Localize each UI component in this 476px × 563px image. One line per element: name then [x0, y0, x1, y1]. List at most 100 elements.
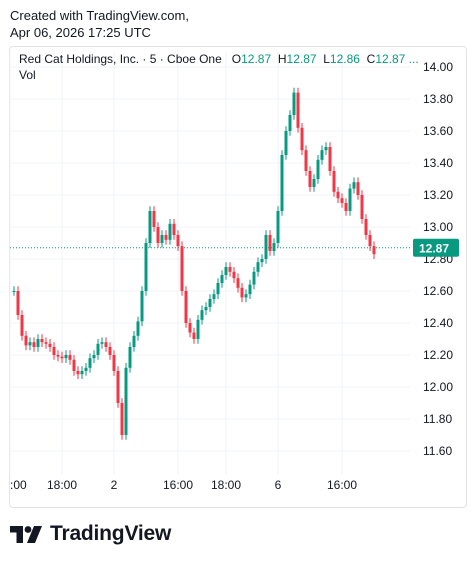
candle-body — [308, 171, 312, 187]
tradingview-logo-icon — [10, 526, 42, 543]
y-tick-label: 13.80 — [423, 92, 453, 106]
candle-body — [176, 235, 180, 247]
candle-body — [44, 342, 48, 344]
x-tick-label: 18:00 — [47, 478, 77, 492]
candle-body — [160, 235, 164, 243]
y-tick-label: 13.20 — [423, 188, 453, 202]
candle-body — [48, 343, 52, 347]
created-with-text: Created with TradingView.com, — [10, 8, 189, 23]
candle-body — [124, 367, 128, 435]
candle-body — [312, 179, 316, 187]
candle-body — [92, 355, 96, 359]
candle-body — [104, 342, 108, 347]
candle-body — [288, 115, 292, 131]
y-tick-label: 12.40 — [423, 316, 453, 330]
high-label: H — [277, 52, 287, 66]
candle-body — [220, 275, 224, 283]
y-tick-label: 13.00 — [423, 220, 453, 234]
candle-body — [136, 321, 140, 336]
candle-body — [132, 335, 136, 347]
candle-body — [208, 299, 212, 307]
candle-body — [164, 235, 168, 240]
candle-body — [20, 315, 24, 336]
candle-body — [40, 339, 44, 343]
y-tick-label: 11.80 — [423, 412, 452, 426]
candle-body — [204, 307, 208, 311]
candle-body — [144, 243, 148, 291]
y-tick-label: 13.60 — [423, 124, 453, 138]
candle-body — [224, 267, 228, 275]
candle-body — [68, 355, 72, 360]
tradingview-brand[interactable]: TradingView — [10, 520, 171, 548]
candle-body — [180, 246, 184, 291]
close-value: 12.87 ... — [375, 52, 419, 66]
candle-body — [28, 342, 32, 346]
candle-body — [280, 155, 284, 211]
tradingview-wordmark: TradingView — [50, 522, 172, 545]
candle-body — [356, 182, 360, 195]
candle-body — [172, 223, 176, 235]
last-price-label: 12.87 — [419, 241, 449, 255]
candle-body — [196, 319, 200, 339]
candle-body — [364, 219, 368, 235]
x-tick-label: :00 — [10, 478, 27, 492]
candle-body — [256, 262, 260, 272]
candle-body — [152, 211, 156, 227]
symbol-title: Red Cat Holdings, Inc. · 5 · Cboe One — [19, 52, 222, 66]
candle-body — [360, 195, 364, 219]
candle-body — [80, 371, 84, 375]
candle-body — [264, 235, 268, 259]
open-label: O — [231, 52, 242, 66]
candle-body — [188, 323, 192, 333]
candle-body — [304, 150, 308, 171]
candle-body — [368, 235, 372, 247]
candle-body — [52, 347, 56, 355]
candle-body — [96, 343, 100, 355]
candle-body — [192, 332, 196, 339]
candle-body — [300, 127, 304, 151]
candle-body — [352, 182, 356, 189]
candle-body — [116, 371, 120, 403]
volume-label: Vol — [19, 68, 36, 82]
y-tick-label: 12.60 — [423, 284, 453, 298]
x-tick-label: 6 — [275, 478, 282, 492]
candle-body — [60, 356, 64, 359]
candle-body — [348, 188, 352, 211]
candle-body — [232, 271, 236, 279]
candle-body — [88, 358, 92, 368]
candle-body — [332, 171, 336, 192]
candle-body — [212, 294, 216, 299]
candle-body — [168, 223, 172, 240]
candle-body — [252, 271, 256, 285]
candle-body — [336, 191, 340, 199]
candle-body — [272, 243, 276, 251]
candle-body — [108, 347, 112, 355]
candle-body — [296, 92, 300, 128]
candle-body — [120, 403, 124, 435]
candle-body — [260, 259, 264, 263]
candle-body — [112, 355, 116, 371]
candle-body — [24, 335, 28, 346]
candle-body — [140, 291, 144, 322]
candle-body — [76, 371, 80, 375]
candle-body — [148, 211, 152, 243]
candle-body — [156, 227, 160, 243]
candle-body — [12, 291, 16, 292]
candle-body — [128, 347, 132, 368]
candle-body — [244, 294, 248, 298]
candle-body — [284, 131, 288, 155]
candle-body — [268, 235, 272, 251]
candle-body — [228, 267, 232, 272]
x-tick-label: 2 — [111, 478, 118, 492]
candle-body — [216, 283, 220, 295]
symbol-legend: Red Cat Holdings, Inc. · 5 · Cboe One O 1… — [19, 52, 419, 67]
x-tick-label: 18:00 — [211, 478, 241, 492]
candle-body — [292, 92, 296, 115]
low-label: L — [323, 52, 330, 66]
candle-body — [184, 291, 188, 323]
x-tick-label: 16:00 — [163, 478, 193, 492]
candle-body — [32, 342, 36, 347]
close-label: C — [366, 52, 376, 66]
high-value: 12.87 — [286, 52, 317, 66]
